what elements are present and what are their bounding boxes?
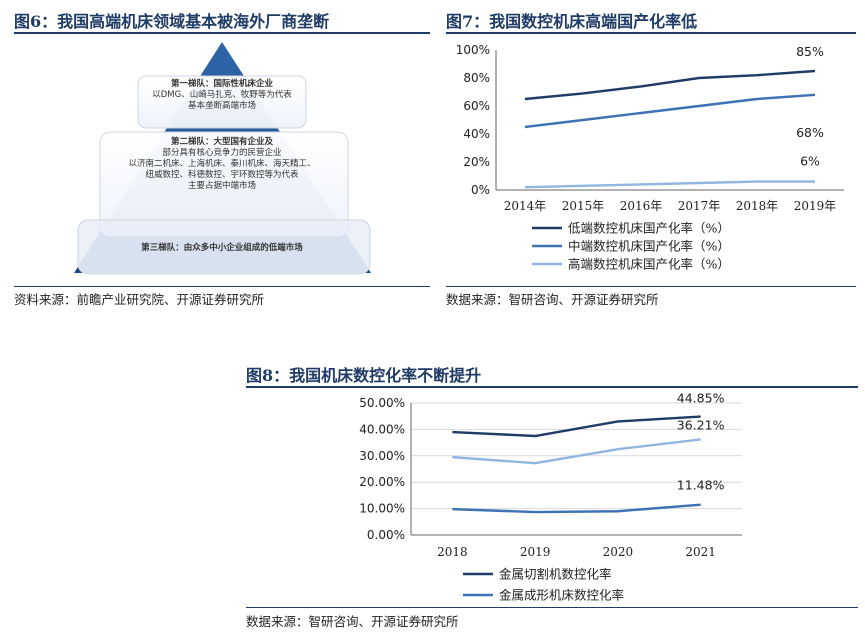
legend-label: 金属成形机床数控化率 [499,588,624,603]
fig7-title-bar: 图7：我国数控机床高端国产化率低 [446,6,856,34]
series-line [524,93,816,129]
tier1-line: 基本垄断高端市场 [188,100,256,111]
tier2-line: 以济南二机床、上海机床、秦川机床、海天精工、 [128,158,315,169]
legend-label: 高端数控机床国产化率（%） [568,257,730,272]
fig7-panel: 图7：我国数控机床高端国产化率低 0% 20% 40% 60% 80% 100% 2014年… [446,6,856,307]
x-tick-label: 2018年 [736,199,779,213]
legend-label: 低端数控机床国产化率（%） [568,221,730,236]
series-line [524,69,816,101]
fig8-panel: 图8：我国机床数控化率不断提升 0.00% 10.00% 20.00% 30.00% 4… [246,360,858,630]
y-tick-label: 20% [463,155,490,169]
x-tick-label: 2019 [520,545,551,559]
fig6-source: 资料来源：前瞻产业研究院、开源证券研究所 [14,292,265,307]
y-tick-label: 50.00% [359,396,405,410]
fig8-chart: 0.00% 10.00% 20.00% 30.00% 40.00% 50.00% 2018 2… [359,391,742,603]
y-tick-label: 0% [471,183,490,197]
y-tick-label: 40% [463,127,490,141]
y-tick-label: 20.00% [359,475,405,489]
data-label: 44.85% [677,391,725,406]
tier3-line: 第三梯队：由众多中小企业组成的低端市场 [141,242,303,253]
x-tick-label: 2019年 [794,199,837,213]
x-tick-label: 2020 [603,545,634,559]
x-tick-label: 2014年 [504,199,547,213]
fig8-title: 图8：我国机床数控化率不断提升 [246,366,482,385]
y-tick-label: 80% [463,71,490,85]
data-label: 11.48% [677,478,725,493]
fig6-source-line [14,286,430,287]
fig6-pyramid: 第一梯队：国际性机床企业以DMG、山崎马扎克、牧野等为代表基本垄断高端市场第二梯… [74,42,371,275]
fig7-source-line [446,286,856,287]
y-tick-label: 10.00% [359,502,405,516]
data-label: 36.21% [677,417,725,432]
series-line [452,438,701,465]
data-label: 6% [800,154,820,169]
y-tick-label: 100% [456,43,490,57]
y-tick-label: 30.00% [359,449,405,463]
data-label: 68% [796,125,824,140]
tier2-line: 部分具有核心竞争力的民营企业 [162,147,281,158]
tier1-line: 以DMG、山崎马扎克、牧野等为代表 [152,89,292,100]
tier2-line: 主要占据中端市场 [188,180,256,191]
fig8-source: 数据来源：智研咨询、开源证券研究所 [246,614,459,629]
tier2-line: 纽威数控、科德数控、宇环数控等为代表 [145,169,299,180]
y-tick-label: 60% [463,99,490,113]
tier2-line: 第二梯队：大型国有企业及 [171,136,274,147]
x-tick-label: 2018 [437,545,468,559]
fig6-panel: 图6：我国高端机床领域基本被海外厂商垄断 第一梯队：国际性机床企业 以DMG、山崎… [14,6,430,307]
series-line [452,415,701,438]
fig8-source-line [246,607,858,608]
series-line [452,503,701,514]
legend-label: 金属切割机数控化率 [499,567,612,582]
x-tick-label: 2021 [685,545,716,559]
tier1-box [137,75,307,129]
fig7-title: 图7：我国数控机床高端国产化率低 [446,12,698,31]
data-label: 85% [796,44,824,59]
fig6-title: 图6：我国高端机床领域基本被海外厂商垄断 [14,12,330,31]
x-tick-label: 2017年 [678,199,721,213]
legend-label: 中端数控机床国产化率（%） [568,239,730,254]
x-tick-label: 2015年 [562,199,605,213]
tier1-line: 第一梯队：国际性机床企业 [171,78,274,89]
fig6-title-bar: 图6：我国高端机床领域基本被海外厂商垄断 [14,6,430,34]
series-line [524,180,815,189]
tier3-box [77,219,371,275]
fig7-source: 数据来源：智研咨询、开源证券研究所 [446,292,659,307]
y-tick-label: 40.00% [359,422,405,436]
x-tick-label: 2016年 [620,199,663,213]
fig8-title-bar: 图8：我国机床数控化率不断提升 [246,360,858,388]
y-tick-label: 0.00% [367,528,405,542]
fig7-chart: 0% 20% 40% 60% 80% 100% 2014年 2015年 2016年 2017年 20… [456,43,844,272]
